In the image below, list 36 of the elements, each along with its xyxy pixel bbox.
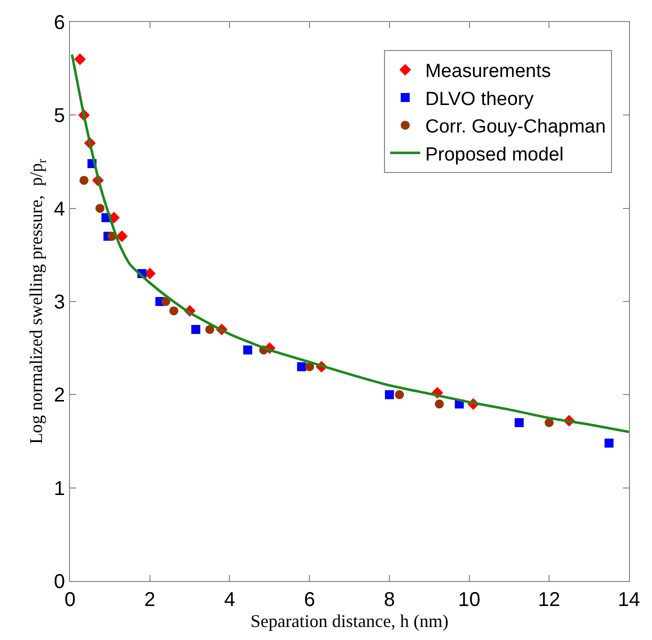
point: [116, 230, 128, 242]
point: [434, 399, 444, 408]
line-series: [70, 53, 629, 434]
y-tick-label: 4: [54, 198, 65, 220]
legend-label: Measurements: [425, 61, 551, 82]
x-tick-label: 14: [618, 589, 640, 611]
point: [243, 345, 252, 354]
x-tick-label: 10: [458, 589, 480, 611]
point: [514, 418, 524, 428]
legend-label: DLVO theory: [425, 88, 534, 110]
x-tick-label: 6: [304, 589, 316, 611]
point: [544, 418, 554, 428]
x-tick-label: 8: [384, 589, 395, 611]
y-tick-label: 2: [54, 384, 65, 407]
point: [394, 390, 404, 400]
point: [297, 362, 306, 372]
x-tick-label: 4: [224, 589, 236, 611]
x-axis-title: Separation distance, h (nm): [250, 611, 448, 632]
y-tick-label: 3: [54, 292, 65, 314]
y-tick-label: 5: [54, 105, 65, 128]
point: [161, 297, 170, 306]
point: [384, 390, 394, 400]
point: [74, 53, 86, 66]
legend-label: Corr. Gouy-Chapman: [425, 116, 606, 138]
y-tick-label: 1: [54, 478, 65, 500]
point: [79, 176, 88, 185]
point: [169, 306, 178, 316]
point: [205, 324, 214, 334]
y-tick-label: 6: [54, 12, 65, 34]
point: [95, 204, 104, 213]
point: [191, 324, 200, 334]
x-tick-label: 12: [538, 589, 560, 611]
legend-label: Proposed model: [425, 144, 564, 166]
x-tick-label: 2: [144, 589, 156, 611]
y-tick-label: 0: [54, 571, 65, 593]
point: [604, 438, 614, 448]
